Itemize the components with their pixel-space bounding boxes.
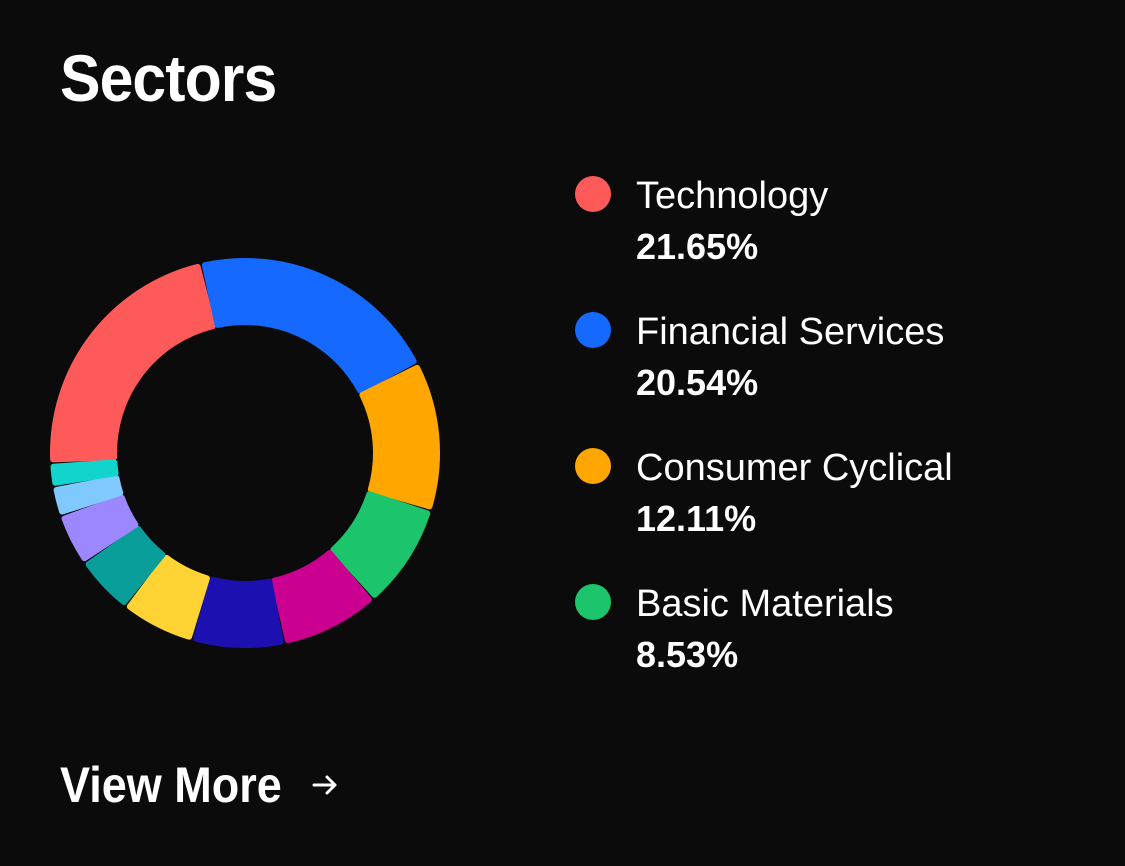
donut-slice-other-5 <box>193 576 284 648</box>
donut-slice-other-9 <box>53 475 124 515</box>
donut-slice-other-7 <box>85 525 166 606</box>
legend-item-basic-materials: Basic Materials 8.53% <box>575 578 1095 714</box>
legend-value: 12.11% <box>636 498 757 539</box>
legend-item-financial-services: Financial Services 20.54% <box>575 306 1095 442</box>
legend-label: Financial Services <box>636 311 945 353</box>
donut-slice-financial-services <box>201 258 417 394</box>
legend-dot-icon <box>575 448 611 484</box>
legend-label: Consumer Cyclical <box>636 447 953 489</box>
arrow-right-icon <box>312 775 337 795</box>
view-more-link[interactable]: View More <box>60 754 340 816</box>
legend-value: 21.65% <box>636 226 759 267</box>
donut-slice-other-8 <box>61 494 139 562</box>
page-title: Sectors <box>60 41 277 115</box>
donut-slice-other-10 <box>50 459 119 486</box>
donut-slice-technology <box>50 263 216 463</box>
donut-slice-consumer-cyclical <box>359 364 440 510</box>
legend-dot-icon <box>575 312 611 348</box>
legend-label: Basic Materials <box>636 583 894 625</box>
legend-value: 20.54% <box>636 362 759 403</box>
legend-dot-icon <box>575 584 611 620</box>
view-more-label: View More <box>60 757 282 813</box>
donut-slice-basic-materials <box>330 491 431 598</box>
legend-dot-icon <box>575 176 611 212</box>
donut-slice-other-4 <box>271 550 372 644</box>
donut-slice-other-6 <box>126 554 210 640</box>
legend-item-technology: Technology 21.65% <box>575 170 1095 306</box>
sector-legend: Technology 21.65% Financial Services 20.… <box>575 170 1095 714</box>
legend-label: Technology <box>636 175 829 217</box>
legend-value: 8.53% <box>636 634 739 675</box>
sector-donut-chart <box>50 258 440 648</box>
legend-item-consumer-cyclical: Consumer Cyclical 12.11% <box>575 442 1095 578</box>
